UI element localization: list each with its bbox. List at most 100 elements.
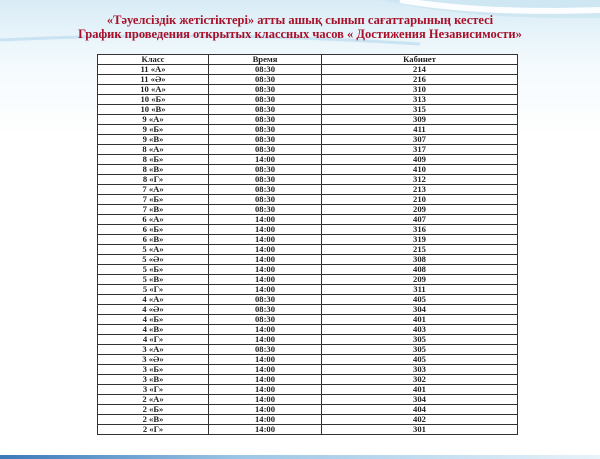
cell-room: 410 bbox=[321, 164, 518, 175]
table-row: 7 «А» 08:30 213 bbox=[97, 184, 518, 195]
cell-time: 08:30 bbox=[208, 74, 322, 85]
cell-time: 08:30 bbox=[208, 104, 322, 115]
table-row: 9 «Б» 08:30 411 bbox=[97, 124, 518, 135]
cell-time: 08:30 bbox=[208, 314, 322, 325]
cell-class: 5 «Г» bbox=[97, 284, 209, 295]
cell-class: 7 «Б» bbox=[97, 194, 209, 205]
cell-room: 302 bbox=[321, 374, 518, 385]
table-row: 10 «А» 08:30 310 bbox=[97, 84, 518, 95]
cell-room: 307 bbox=[321, 134, 518, 145]
table-row: 2 «А» 14:00 304 bbox=[97, 394, 518, 405]
cell-time: 08:30 bbox=[208, 294, 322, 305]
cell-room: 214 bbox=[321, 64, 518, 75]
cell-class: 3 «В» bbox=[97, 374, 209, 385]
cell-time: 08:30 bbox=[208, 114, 322, 125]
table-row: 6 «В» 14:00 319 bbox=[97, 234, 518, 245]
cell-room: 213 bbox=[321, 184, 518, 195]
table-row: 6 «Б» 14:00 316 bbox=[97, 224, 518, 235]
cell-time: 14:00 bbox=[208, 224, 322, 235]
cell-room: 304 bbox=[321, 304, 518, 315]
cell-class: 9 «В» bbox=[97, 134, 209, 145]
cell-room: 402 bbox=[321, 414, 518, 425]
cell-time: 08:30 bbox=[208, 174, 322, 185]
cell-room: 411 bbox=[321, 124, 518, 135]
cell-time: 08:30 bbox=[208, 84, 322, 95]
cell-time: 14:00 bbox=[208, 244, 322, 255]
cell-time: 14:00 bbox=[208, 334, 322, 345]
cell-room: 301 bbox=[321, 424, 518, 435]
cell-time: 08:30 bbox=[208, 164, 322, 175]
table-row: 3 «Ә» 14:00 405 bbox=[97, 354, 518, 365]
cell-class: 4 «Г» bbox=[97, 334, 209, 345]
cell-room: 215 bbox=[321, 244, 518, 255]
cell-time: 08:30 bbox=[208, 144, 322, 155]
table-row: 5 «В» 14:00 209 bbox=[97, 274, 518, 285]
table-row: 3 «Г» 14:00 401 bbox=[97, 384, 518, 395]
cell-room: 209 bbox=[321, 274, 518, 285]
cell-room: 403 bbox=[321, 324, 518, 335]
table-row: 8 «А» 08:30 317 bbox=[97, 144, 518, 155]
table-row: 8 «Г» 08:30 312 bbox=[97, 174, 518, 185]
cell-room: 305 bbox=[321, 344, 518, 355]
cell-time: 14:00 bbox=[208, 274, 322, 285]
cell-time: 08:30 bbox=[208, 194, 322, 205]
cell-time: 14:00 bbox=[208, 264, 322, 275]
table-row: 4 «Ә» 08:30 304 bbox=[97, 304, 518, 315]
cell-time: 14:00 bbox=[208, 414, 322, 425]
cell-time: 14:00 bbox=[208, 404, 322, 415]
table-row: 5 «А» 14:00 215 bbox=[97, 244, 518, 255]
table-header-row: Класс Время Кабинет bbox=[97, 54, 518, 65]
cell-time: 08:30 bbox=[208, 124, 322, 135]
cell-time: 08:30 bbox=[208, 64, 322, 75]
cell-class: 10 «А» bbox=[97, 84, 209, 95]
cell-room: 313 bbox=[321, 94, 518, 105]
cell-class: 8 «А» bbox=[97, 144, 209, 155]
cell-class: 6 «А» bbox=[97, 214, 209, 225]
cell-class: 10 «В» bbox=[97, 104, 209, 115]
cell-time: 14:00 bbox=[208, 154, 322, 165]
cell-class: 4 «А» bbox=[97, 294, 209, 305]
cell-class: 2 «Б» bbox=[97, 404, 209, 415]
cell-room: 401 bbox=[321, 384, 518, 395]
cell-class: 6 «В» bbox=[97, 234, 209, 245]
table-row: 4 «В» 14:00 403 bbox=[97, 324, 518, 335]
cell-time: 08:30 bbox=[208, 304, 322, 315]
cell-time: 14:00 bbox=[208, 214, 322, 225]
cell-class: 5 «Б» bbox=[97, 264, 209, 275]
cell-class: 4 «В» bbox=[97, 324, 209, 335]
table-row: 8 «В» 08:30 410 bbox=[97, 164, 518, 175]
cell-time: 14:00 bbox=[208, 394, 322, 405]
table-row: 5 «Г» 14:00 311 bbox=[97, 284, 518, 295]
table-row: 5 «Ә» 14:00 308 bbox=[97, 254, 518, 265]
table-row: 3 «Б» 14:00 303 bbox=[97, 364, 518, 375]
cell-time: 08:30 bbox=[208, 134, 322, 145]
cell-room: 316 bbox=[321, 224, 518, 235]
cell-room: 312 bbox=[321, 174, 518, 185]
cell-time: 14:00 bbox=[208, 374, 322, 385]
table-row: 11 «Ә» 08:30 216 bbox=[97, 74, 518, 85]
cell-room: 305 bbox=[321, 334, 518, 345]
table-row: 2 «В» 14:00 402 bbox=[97, 414, 518, 425]
table-row: 11 «А» 08:30 214 bbox=[97, 64, 518, 75]
cell-class: 2 «Г» bbox=[97, 424, 209, 435]
cell-class: 4 «Б» bbox=[97, 314, 209, 325]
table-row: 3 «В» 14:00 302 bbox=[97, 374, 518, 385]
table-row: 7 «Б» 08:30 210 bbox=[97, 194, 518, 205]
table-row: 4 «А» 08:30 405 bbox=[97, 294, 518, 305]
page-header: «Тәуелсіздік жетістіктері» атты ашық сын… bbox=[0, 13, 600, 41]
cell-class: 11 «Ә» bbox=[97, 74, 209, 85]
cell-class: 7 «В» bbox=[97, 204, 209, 215]
schedule-table: Класс Время Кабинет 11 «А» 08:30 214 11 «Ә»… bbox=[97, 54, 518, 435]
cell-class: 11 «А» bbox=[97, 64, 209, 75]
cell-room: 319 bbox=[321, 234, 518, 245]
cell-room: 409 bbox=[321, 154, 518, 165]
cell-class: 5 «Ә» bbox=[97, 254, 209, 265]
cell-room: 209 bbox=[321, 204, 518, 215]
cell-class: 5 «А» bbox=[97, 244, 209, 255]
cell-room: 407 bbox=[321, 214, 518, 225]
header-time: Время bbox=[208, 54, 322, 65]
cell-room: 309 bbox=[321, 114, 518, 125]
cell-time: 14:00 bbox=[208, 364, 322, 375]
header-class: Класс bbox=[97, 54, 209, 65]
cell-time: 08:30 bbox=[208, 344, 322, 355]
